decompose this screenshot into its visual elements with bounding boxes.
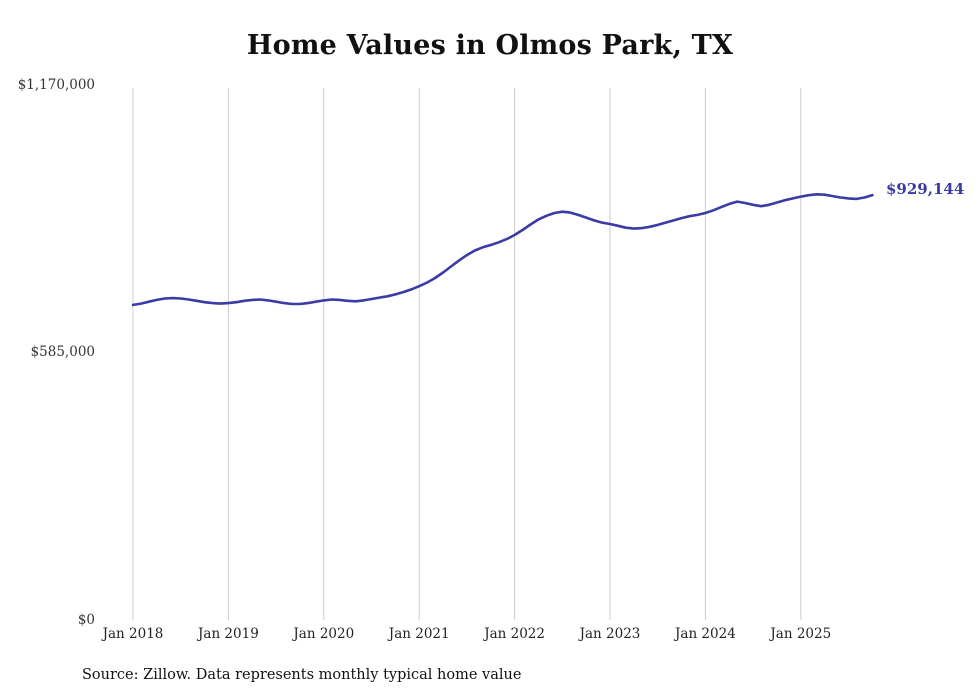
x-axis-tick-2021: Jan 2021 [388,626,450,642]
source-note: Source: Zillow. Data represents monthly … [82,667,522,683]
y-axis-tick-zero: $0 [77,612,95,628]
x-axis-tick-2020: Jan 2020 [293,626,355,642]
x-axis-tick-2018: Jan 2018 [102,626,164,642]
y-axis-tick-max: $1,170,000 [17,77,95,93]
final-value-label: $929,144 [886,180,965,198]
x-axis-tick-2022: Jan 2022 [484,626,545,642]
x-axis-tick-2025: Jan 2025 [770,626,832,642]
chart-title: Home Values in Olmos Park, TX [246,30,734,61]
x-axis-tick-2024: Jan 2024 [674,626,736,642]
y-axis-tick-mid: $585,000 [30,344,95,360]
x-axis-tick-2019: Jan 2019 [197,626,259,642]
x-axis-tick-2023: Jan 2023 [579,626,641,642]
